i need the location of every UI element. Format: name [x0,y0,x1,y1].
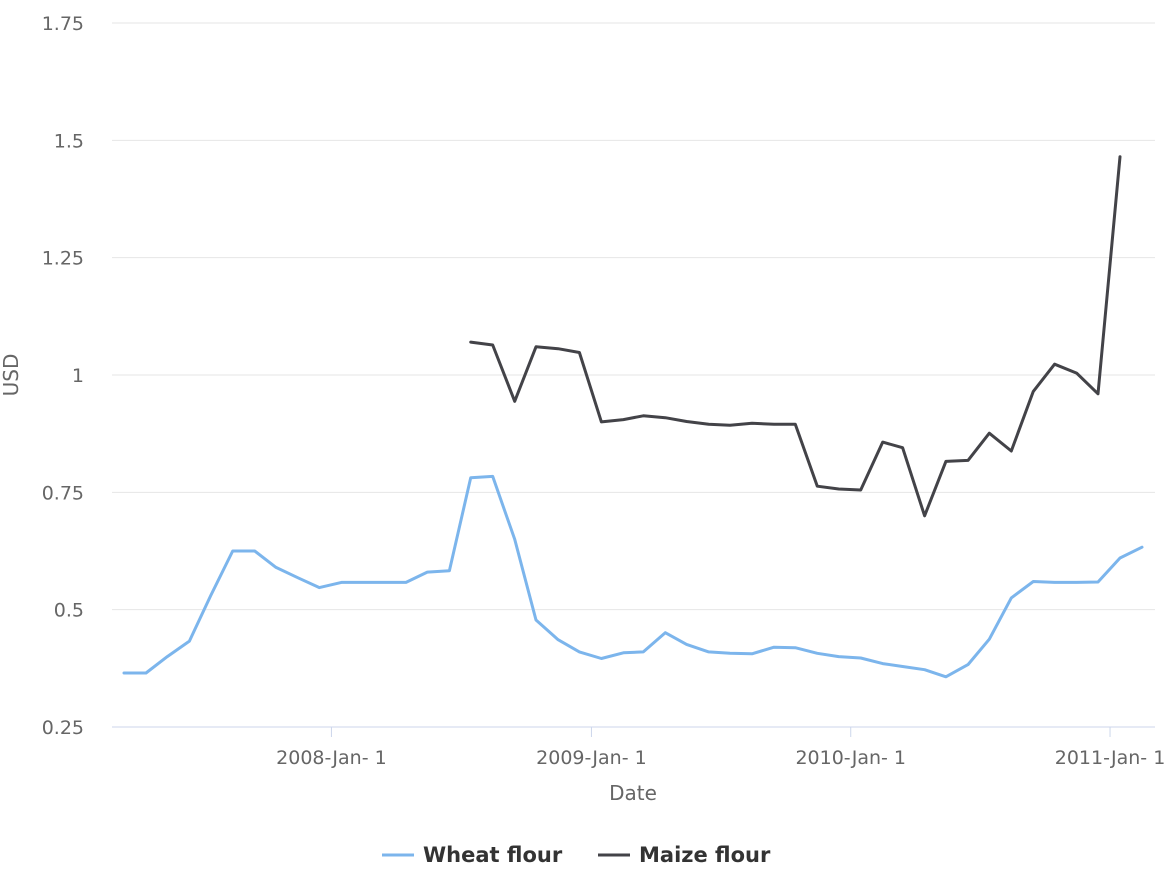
y-tick-label: 1 [72,365,84,387]
y-tick-label: 1.25 [42,248,84,270]
series-line-maize-flour [469,155,1122,518]
x-tick-label: 2009-Jan- 1 [536,747,647,769]
legend: Wheat flour Maize flour [382,843,771,867]
grid-lines [112,22,1155,611]
legend-label: Maize flour [639,843,771,867]
x-axis-ticks: 2008-Jan- 1 2009-Jan- 1 2010-Jan- 1 2011-Ja… [276,727,1165,769]
y-tick-label: 0.25 [42,717,84,739]
series-line-wheat-flour [122,474,1144,679]
legend-label: Wheat flour [423,843,563,867]
x-tick-label: 2008-Jan- 1 [276,747,387,769]
x-tick-label: 2011-Jan- 1 [1055,747,1166,769]
x-axis-title: Date [609,781,657,805]
y-tick-label: 1.75 [42,13,84,35]
series-lines [122,155,1144,679]
y-tick-label: 0.5 [54,600,84,622]
y-tick-label: 1.5 [54,130,84,152]
y-axis-title: USD [0,354,23,397]
y-axis-tick-labels: 0.25 0.5 0.75 1 1.25 1.5 1.75 [42,13,84,739]
x-tick-label: 2010-Jan- 1 [795,747,906,769]
y-tick-label: 0.75 [42,482,84,504]
